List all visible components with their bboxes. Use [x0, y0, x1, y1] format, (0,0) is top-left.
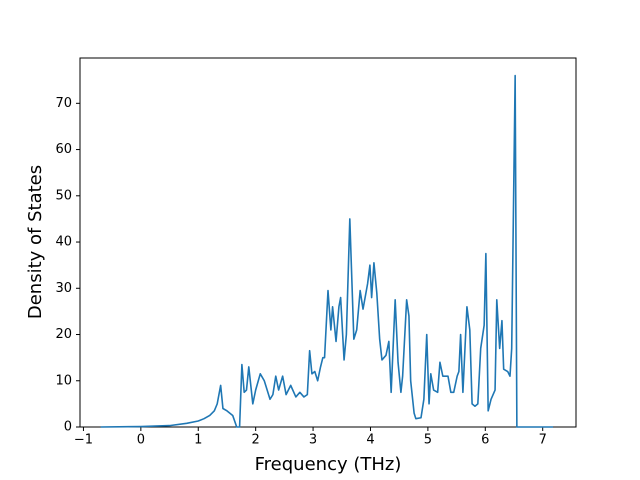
y-tick-label: 60	[55, 142, 72, 157]
x-axis-label: Frequency (THz)	[255, 454, 402, 475]
y-tick-label: 20	[55, 327, 72, 342]
y-tick-label: 0	[64, 420, 72, 435]
y-tick-label: 10	[55, 373, 72, 388]
y-tick-label: 30	[55, 281, 72, 296]
x-tick-label: 2	[252, 433, 260, 448]
x-tick-label: 3	[309, 433, 317, 448]
x-tick-label: 4	[366, 433, 374, 448]
x-tick-label: 5	[424, 433, 432, 448]
y-tick-label: 50	[55, 188, 72, 203]
x-tick-label: 6	[481, 433, 489, 448]
plot-frame	[79, 57, 577, 428]
x-tick-label: 7	[539, 433, 547, 448]
y-axis-label: Density of States	[25, 165, 46, 319]
y-tick-label: 40	[55, 235, 72, 250]
x-tick-label: 0	[137, 433, 145, 448]
y-tick-label: 70	[55, 96, 72, 111]
x-tick-label: 1	[194, 433, 202, 448]
x-tick-label: −1	[74, 433, 93, 448]
dos-line	[100, 74, 554, 428]
